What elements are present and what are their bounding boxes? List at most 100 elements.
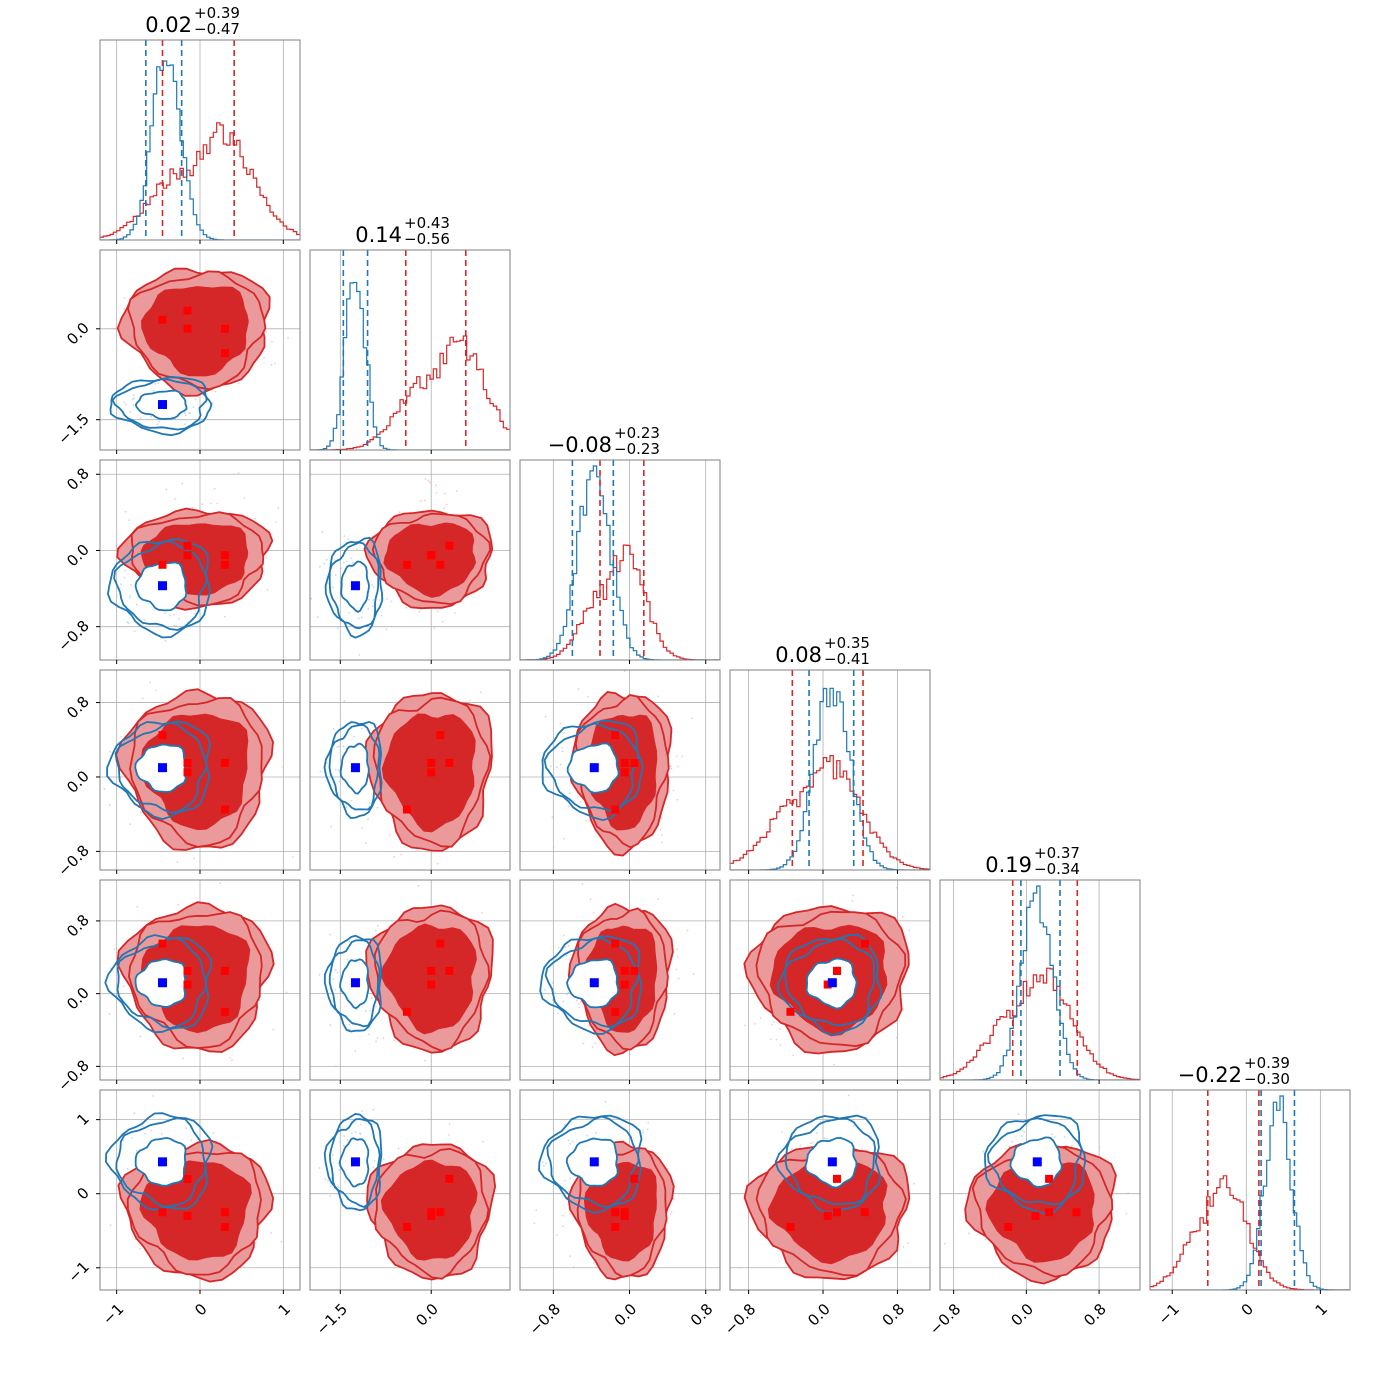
x-tick-label: 0.0	[804, 1300, 834, 1330]
sample-dot	[544, 715, 547, 718]
sample-dot	[254, 1242, 257, 1245]
sample-dot	[982, 1150, 985, 1153]
sample-dot	[216, 502, 219, 505]
sample-dot	[559, 722, 562, 725]
sample-dot	[356, 548, 358, 550]
histogram-blue	[1150, 1095, 1350, 1290]
sample-dot	[280, 1240, 283, 1243]
sample-dot	[562, 1214, 564, 1217]
sample-dot	[330, 1177, 333, 1180]
mode-marker-blue	[158, 978, 167, 988]
histogram-red	[730, 755, 930, 870]
x-tick-label: 0.8	[687, 1300, 717, 1330]
y-tick-label: −0.8	[54, 841, 92, 879]
sample-dot	[672, 789, 675, 792]
sample-dot	[348, 611, 350, 614]
sample-dot	[158, 420, 161, 423]
sample-dot	[424, 478, 427, 480]
blue-contour-outer	[539, 935, 643, 1035]
sample-dot	[417, 884, 420, 887]
sample-dot	[348, 940, 351, 943]
sample-dot	[201, 503, 204, 505]
sample-dot	[669, 865, 671, 867]
sample-dot	[657, 695, 659, 698]
mode-marker-red	[823, 1211, 832, 1220]
sample-dot	[123, 576, 126, 579]
panel-title-plus: +0.37	[1034, 844, 1080, 862]
sample-dot	[97, 956, 99, 958]
sample-dot	[454, 612, 456, 614]
sample-dot	[577, 796, 579, 799]
sample-dot	[332, 727, 335, 730]
sample-dot	[541, 1161, 544, 1163]
panel-5-4	[939, 1089, 1141, 1294]
sample-dot	[744, 1024, 746, 1027]
sample-dot	[557, 1012, 560, 1015]
sample-dot	[270, 363, 273, 366]
sample-dot	[265, 556, 268, 559]
sample-dot	[759, 1234, 762, 1237]
sample-dot	[623, 670, 626, 673]
sample-dot	[448, 1134, 450, 1136]
mode-marker-red	[611, 1208, 620, 1217]
panel-frame	[729, 879, 931, 1081]
sample-dot	[375, 1005, 377, 1008]
sample-dot	[173, 614, 176, 616]
sample-dot	[337, 627, 339, 629]
sample-dot	[1011, 1141, 1014, 1143]
sample-dot	[567, 991, 570, 994]
mode-marker-red	[158, 731, 167, 740]
sample-dot	[1023, 1131, 1026, 1133]
sample-dot	[482, 1140, 484, 1143]
sample-dot	[156, 423, 159, 426]
mode-marker-red	[221, 759, 229, 768]
sample-dot	[773, 1021, 775, 1023]
sample-dot	[436, 610, 439, 613]
panel-5-0	[96, 1089, 301, 1294]
sample-dot	[397, 1147, 400, 1150]
panel-title-minus: −0.47	[194, 20, 240, 38]
sample-dot	[555, 766, 558, 769]
sample-dot	[1021, 1129, 1024, 1131]
sample-dot	[902, 1245, 905, 1248]
panel-title-plus: +0.39	[194, 4, 240, 22]
sample-dot	[378, 599, 381, 602]
sample-dot	[581, 882, 584, 885]
sample-dot	[123, 297, 126, 299]
sample-dot	[569, 1213, 571, 1216]
sample-dot	[129, 823, 132, 826]
blue-contour-outer	[323, 1112, 383, 1212]
mode-marker-red	[620, 980, 629, 989]
sample-dot	[563, 837, 565, 840]
sample-dot	[811, 1141, 814, 1144]
sample-dot	[852, 1125, 855, 1127]
sample-dot	[455, 490, 458, 493]
mode-marker-red	[786, 1223, 795, 1232]
sample-dot	[231, 1059, 233, 1062]
mode-marker-blue	[350, 978, 360, 988]
mode-marker-red	[1072, 1208, 1081, 1217]
sample-dot	[152, 1095, 154, 1097]
mode-marker-red	[221, 324, 229, 333]
sample-dot	[554, 992, 556, 995]
sample-dot	[319, 770, 322, 773]
sample-dot	[367, 818, 369, 821]
sample-dot	[149, 681, 152, 684]
histogram-red	[100, 122, 300, 240]
panel-1-0	[96, 249, 301, 454]
mode-marker-red	[158, 939, 167, 948]
sample-dot	[270, 1232, 272, 1234]
panel-frame	[519, 669, 721, 871]
sample-dot	[577, 1003, 580, 1005]
sample-dot	[569, 1255, 572, 1258]
sample-dot	[334, 768, 337, 771]
sample-dot	[382, 1158, 385, 1160]
sample-dot	[139, 417, 142, 420]
sample-dot	[376, 1037, 379, 1039]
sample-dot	[354, 1209, 357, 1212]
sample-dot	[184, 412, 186, 414]
mode-marker-blue	[827, 1157, 837, 1167]
sample-dot	[569, 792, 571, 795]
blue-contour-outer	[984, 1114, 1087, 1215]
sample-dot	[439, 644, 441, 646]
